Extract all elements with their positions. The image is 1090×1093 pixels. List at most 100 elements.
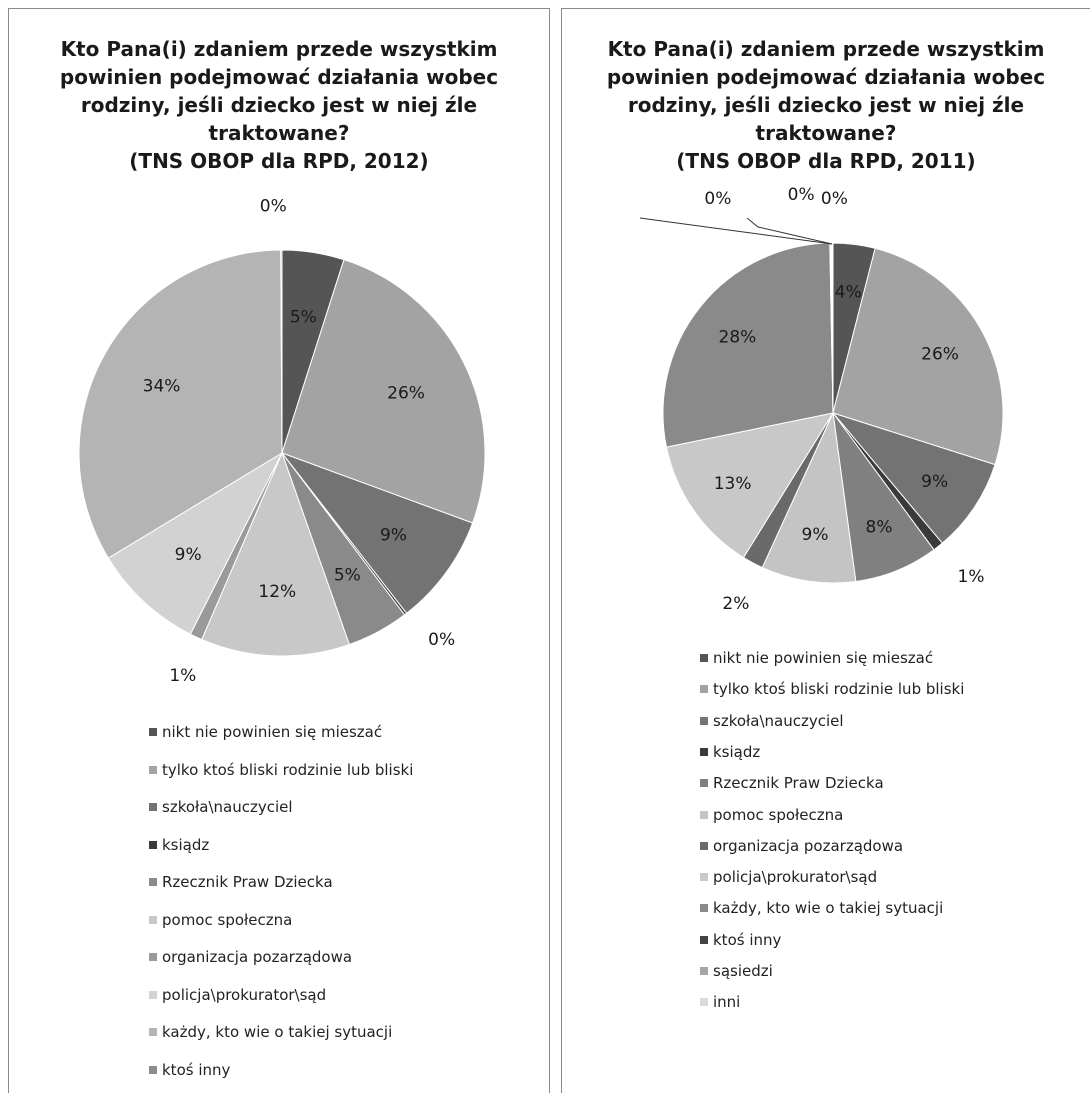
title-line: Kto Pana(i) zdaniem przede wszystkim — [60, 37, 498, 61]
legend-item: tylko ktoś bliski rodzinie lub bliski — [149, 761, 413, 779]
legend-swatch — [149, 803, 157, 811]
pie-slice — [665, 412, 835, 559]
slice-label: 0% — [704, 189, 731, 209]
pie-slice — [107, 451, 284, 635]
slice-label: 9% — [380, 525, 407, 545]
legend-item: Rzecznik Praw Dziecka — [700, 774, 884, 792]
legend-swatch — [700, 967, 708, 975]
chart-panel-2012: Kto Pana(i) zdaniem przede wszystkim pow… — [8, 8, 550, 1093]
title-line: rodziny, jeśli dziecko jest w niej źle — [627, 93, 1025, 117]
slice-label: 26% — [921, 345, 959, 365]
leader-line — [639, 217, 833, 245]
legend-label: sąsiedzi — [713, 962, 773, 980]
legend-label: Rzecznik Praw Dziecka — [162, 873, 333, 891]
legend-item: ksiądz — [700, 743, 760, 761]
legend-label: pomoc społeczna — [162, 910, 293, 929]
leader-line — [746, 217, 833, 245]
legend-swatch — [700, 873, 708, 882]
slice-label: 9% — [802, 525, 829, 545]
chart-title: Kto Pana(i) zdaniem przede wszystkim pow… — [562, 35, 1090, 175]
slice-label: 1% — [958, 567, 985, 587]
title-line: (TNS OBOP dla RPD, 2011) — [676, 149, 976, 173]
legend-item: ktoś inny — [700, 931, 781, 949]
pie-slice — [281, 259, 486, 524]
pie-slice — [78, 249, 283, 559]
chart-panel-2011: Kto Pana(i) zdaniem przede wszystkim pow… — [561, 8, 1090, 1093]
pie-slice — [280, 249, 283, 454]
slice-label: 26% — [387, 383, 425, 403]
legend-item: organizacja pozarządowa — [700, 837, 903, 855]
slice-label: 4% — [835, 283, 862, 303]
legend-swatch — [149, 953, 157, 961]
legend-item: nikt nie powinien się mieszać — [149, 723, 382, 741]
legend-item: każdy, kto wie o takiej sytuacji — [149, 1023, 392, 1041]
title-line: powinien podejmować działania wobec — [606, 65, 1046, 89]
legend-swatch — [149, 915, 157, 924]
pie-slice — [201, 451, 350, 657]
slice-label: 28% — [719, 328, 757, 348]
legend-swatch — [700, 810, 708, 819]
legend-swatch — [149, 1028, 157, 1036]
legend-label: szkoła\nauczyciel — [162, 798, 293, 816]
legend-label: Rzecznik Praw Dziecka — [713, 774, 884, 793]
legend-item: nikt nie powinien się mieszać — [700, 649, 933, 667]
slice-label: 13% — [714, 474, 752, 494]
legend-swatch — [700, 654, 708, 662]
legend-swatch — [149, 765, 157, 774]
legend-item: pomoc społeczna — [149, 911, 292, 929]
title-line: traktowane? — [755, 121, 897, 145]
legend-item: każdy, kto wie o takiej sytuacji — [700, 899, 943, 917]
legend-item: ksiądz — [149, 836, 209, 854]
legend-swatch — [149, 840, 157, 849]
legend-swatch — [700, 716, 708, 725]
slice-label: 0% — [428, 630, 455, 650]
pie-slice — [761, 411, 857, 584]
chart-title: Kto Pana(i) zdaniem przede wszystkim pow… — [9, 35, 549, 175]
slice-label: 34% — [143, 377, 181, 397]
slice-label: 2% — [722, 594, 749, 614]
legend-label: każdy, kto wie o takiej sytuacji — [162, 1023, 393, 1041]
legend-item: szkoła\nauczyciel — [149, 798, 293, 816]
legend-label: szkoła\nauczyciel — [713, 711, 844, 730]
pie-slice — [280, 451, 474, 614]
legend-label: policja\prokurator\sąd — [713, 868, 878, 887]
slice-label: 0% — [821, 189, 848, 209]
legend-swatch — [700, 904, 708, 913]
legend-label: tylko ktoś bliski rodzinie lub bliski — [162, 760, 414, 779]
legend-item: policja\prokurator\sąd — [700, 868, 877, 886]
legend-item: pomoc społeczna — [700, 806, 843, 824]
slice-label: 5% — [290, 308, 317, 328]
title-line: (TNS OBOP dla RPD, 2012) — [129, 149, 429, 173]
legend-label: ksiądz — [162, 835, 210, 854]
pie-slice — [832, 247, 1004, 466]
slice-label: 1% — [169, 666, 196, 686]
legend-label: ksiądz — [713, 742, 761, 761]
title-line: traktowane? — [208, 121, 350, 145]
legend-item: policja\prokurator\sąd — [149, 986, 326, 1004]
legend-label: nikt nie powinien się mieszać — [162, 723, 383, 741]
legend-label: każdy, kto wie o takiej sytuacji — [713, 899, 944, 918]
slice-label: 0% — [260, 197, 287, 217]
legend-swatch — [700, 685, 708, 694]
legend-item: inni — [700, 993, 740, 1011]
pie-chart-2011: 4% 26% 9% 1% 8% 9% 2% 13% 28% 0% 0% 0% — [639, 185, 1004, 614]
legend-swatch — [700, 779, 708, 788]
title-line: rodziny, jeśli dziecko jest w niej źle — [80, 93, 478, 117]
legend-label: pomoc społeczna — [713, 805, 844, 824]
legend-label: ktoś inny — [162, 1060, 231, 1079]
legend-label: inni — [713, 993, 741, 1012]
slice-label: 12% — [258, 582, 296, 602]
title-line: Kto Pana(i) zdaniem przede wszystkim — [607, 37, 1045, 61]
legend-item: ktoś inny — [149, 1061, 230, 1079]
legend-swatch — [700, 998, 708, 1007]
slice-label: 9% — [921, 472, 948, 492]
slice-label: 9% — [175, 545, 202, 565]
legend-label: tylko ktoś bliski rodzinie lub bliski — [713, 680, 965, 699]
pie-chart-2012: 5% 26% 9% 0% 5% 12% 1% 9% 34% 0% — [78, 197, 486, 686]
legend-swatch — [700, 747, 708, 756]
pie-slice — [831, 242, 834, 414]
legend-label: policja\prokurator\sąd — [162, 985, 327, 1004]
legend-label: organizacja pozarządowa — [162, 948, 353, 966]
legend-item: organizacja pozarządowa — [149, 948, 352, 966]
legend-label: nikt nie powinien się mieszać — [713, 649, 934, 667]
